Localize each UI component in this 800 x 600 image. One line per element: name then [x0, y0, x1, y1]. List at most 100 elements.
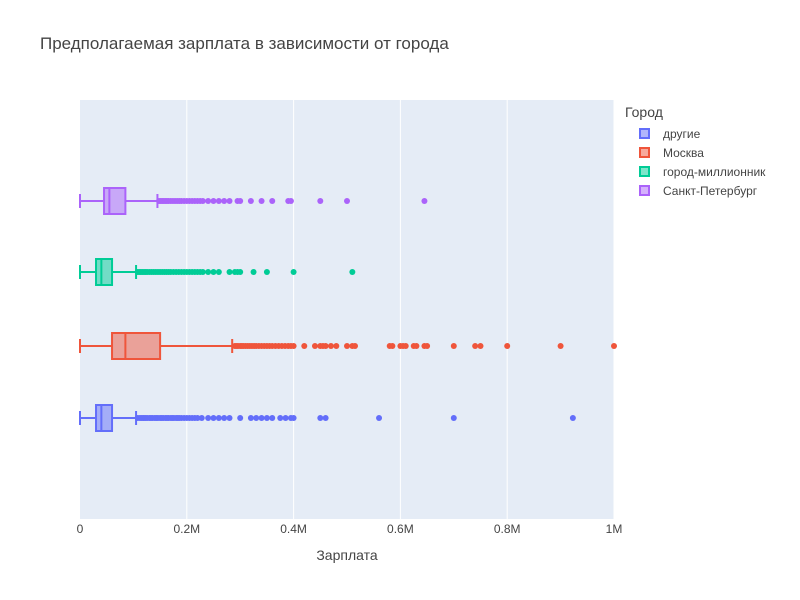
- x-tick-label: 0.8M: [494, 522, 521, 536]
- legend-item-2[interactable]: Москва: [625, 143, 765, 162]
- x-tick-label: 0.2M: [173, 522, 200, 536]
- outlier-point[interactable]: [221, 415, 228, 421]
- legend-items: другие Москва город-миллионник Санкт-Петерб…: [625, 124, 765, 200]
- outlier-point[interactable]: [317, 198, 324, 204]
- legend-swatch: [639, 147, 650, 158]
- outlier-point[interactable]: [215, 269, 222, 275]
- grid-layer: [186, 100, 615, 519]
- outlier-point[interactable]: [215, 198, 222, 204]
- outlier-point[interactable]: [221, 198, 228, 204]
- x-axis-label: Зарплата: [316, 547, 378, 563]
- outlier-point[interactable]: [210, 269, 217, 275]
- legend-label: другие: [663, 126, 701, 141]
- legend-item-3[interactable]: город-миллионник: [625, 162, 765, 181]
- outlier-point[interactable]: [311, 343, 318, 349]
- outlier-point[interactable]: [263, 415, 270, 421]
- outlier-point[interactable]: [282, 415, 289, 421]
- outlier-point[interactable]: [376, 415, 383, 421]
- box-iqr: [103, 187, 127, 215]
- legend-swatch: [639, 185, 650, 196]
- outlier-point[interactable]: [194, 415, 201, 421]
- box-2[interactable]: [79, 332, 234, 360]
- outlier-point[interactable]: [477, 343, 484, 349]
- legend-label: город-миллионник: [663, 164, 766, 179]
- outlier-point[interactable]: [205, 415, 212, 421]
- outlier-point[interactable]: [199, 269, 206, 275]
- outlier-point[interactable]: [344, 343, 350, 349]
- outlier-point[interactable]: [277, 415, 284, 421]
- outlier-point[interactable]: [237, 269, 244, 275]
- legend-item-4[interactable]: Санкт-Петербург: [625, 181, 765, 200]
- plot-background: [80, 100, 614, 519]
- outlier-point[interactable]: [263, 269, 270, 275]
- box-iqr: [111, 332, 162, 360]
- outlier-point[interactable]: [250, 269, 257, 275]
- x-tick-label: 0.4M: [280, 522, 307, 536]
- outlier-point[interactable]: [569, 415, 576, 421]
- legend-label: Москва: [663, 145, 704, 160]
- outlier-point[interactable]: [557, 343, 564, 349]
- outlier-point[interactable]: [352, 343, 359, 349]
- box-3[interactable]: [79, 258, 138, 286]
- legend-swatch: [639, 128, 650, 139]
- chart-title: Предполагаемая зарплата в зависимости от…: [40, 34, 449, 53]
- x-tick-label: 0.6M: [387, 522, 414, 536]
- outlier-point[interactable]: [349, 269, 356, 275]
- legend-label: Санкт-Петербург: [663, 183, 758, 198]
- outlier-point[interactable]: [333, 343, 340, 349]
- outlier-point[interactable]: [413, 343, 420, 349]
- outlier-point[interactable]: [290, 269, 297, 275]
- outlier-point[interactable]: [322, 415, 329, 421]
- outlier-point[interactable]: [237, 415, 244, 421]
- outlier-point[interactable]: [247, 198, 254, 204]
- outlier-point[interactable]: [205, 269, 212, 275]
- outlier-point[interactable]: [226, 415, 233, 421]
- boxes-layer: [79, 187, 234, 432]
- outlier-point[interactable]: [450, 415, 457, 421]
- outlier-point[interactable]: [269, 198, 276, 204]
- outlier-point[interactable]: [258, 198, 265, 204]
- outlier-point[interactable]: [269, 415, 276, 421]
- legend: Город другие Москва город-миллионник Санкт-…: [625, 104, 765, 200]
- box-4[interactable]: [79, 187, 159, 215]
- outlier-point[interactable]: [421, 198, 428, 204]
- outlier-point[interactable]: [226, 269, 233, 275]
- outlier-point[interactable]: [611, 343, 617, 349]
- outlier-point[interactable]: [317, 415, 324, 421]
- outlier-point[interactable]: [327, 343, 334, 349]
- outlier-point[interactable]: [210, 415, 217, 421]
- outlier-point[interactable]: [344, 198, 350, 204]
- x-tick-label: 1M: [606, 522, 623, 536]
- outlier-point[interactable]: [215, 415, 222, 421]
- outlier-point[interactable]: [290, 415, 297, 421]
- outlier-point[interactable]: [198, 415, 205, 421]
- outlier-point[interactable]: [450, 343, 457, 349]
- outlier-point[interactable]: [504, 343, 511, 349]
- outlier-point[interactable]: [389, 343, 396, 349]
- outlier-point[interactable]: [199, 198, 206, 204]
- outliers-layer: [134, 198, 617, 421]
- box-iqr: [95, 404, 114, 432]
- outlier-point[interactable]: [301, 343, 308, 349]
- outlier-point[interactable]: [402, 343, 409, 349]
- x-tick-label: 0: [77, 522, 84, 536]
- outlier-point[interactable]: [237, 198, 244, 204]
- outlier-point[interactable]: [472, 343, 479, 349]
- legend-swatch: [639, 166, 650, 177]
- outlier-point[interactable]: [205, 198, 212, 204]
- outlier-point[interactable]: [322, 343, 329, 349]
- legend-title: Город: [625, 104, 663, 120]
- box-iqr: [95, 258, 114, 286]
- x-tick-labels: 0 0.2M 0.4M 0.6M 0.8M 1M: [77, 522, 623, 536]
- outlier-point[interactable]: [287, 198, 294, 204]
- outlier-point[interactable]: [258, 415, 265, 421]
- outlier-point[interactable]: [253, 415, 260, 421]
- outlier-point[interactable]: [424, 343, 431, 349]
- outlier-point[interactable]: [210, 198, 217, 204]
- outlier-point[interactable]: [226, 198, 233, 204]
- outlier-point[interactable]: [290, 343, 297, 349]
- legend-item-1[interactable]: другие: [625, 124, 765, 143]
- outlier-point[interactable]: [247, 415, 254, 421]
